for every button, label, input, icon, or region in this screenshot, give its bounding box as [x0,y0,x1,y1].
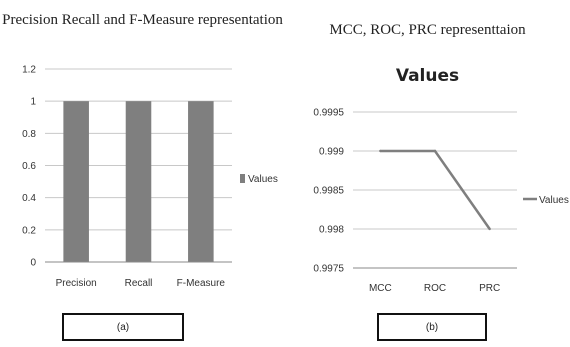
y-tick-label: 0.998 [319,225,344,236]
y-tick-label: 0.9975 [313,264,344,275]
data-point [488,227,491,231]
data-point [433,149,437,153]
bar-chart: 0 0.2 0.4 0.6 0.8 1 1.2 Precision Recall F-Measur… [22,65,278,290]
x-tick-label: F-Measure [177,278,226,289]
y-tick-label: 0.9985 [313,186,344,197]
y-tick-label: 0.6 [22,161,36,172]
bar [63,101,89,263]
data-point [379,149,382,153]
y-tick-label: 0 [30,258,36,269]
y-tick-label: 0.4 [22,193,36,204]
bar [188,101,214,263]
legend-swatch [240,174,245,183]
x-tick-label: PRC [479,283,500,294]
panel-a: Precision Recall and F-Measure represent… [2,12,283,341]
legend-label: Values [248,174,278,185]
bar [125,101,152,263]
y-tick-label: 0.999 [319,147,344,158]
x-tick-label: Recall [125,278,153,289]
y-tick-label: 0.9995 [313,108,344,119]
x-tick-label: ROC [424,283,446,294]
line-chart-title: Values [395,66,460,86]
panel-a-title: Precision Recall and F-Measure represent… [2,12,283,28]
caption-a: (a) [62,313,184,341]
y-tick-label: 0.8 [22,129,36,140]
y-tick-label: 1 [30,97,36,108]
caption-b: (b) [377,313,487,341]
y-tick-label: 0.2 [22,225,36,236]
x-tick-label: Precision [56,278,97,289]
line-chart: 0.9975 0.998 0.9985 0.999 0.9995 MCC ROC PRC Val… [313,108,569,295]
x-tick-label: MCC [369,283,392,294]
panel-b-title: MCC, ROC, PRC representtaion [329,22,526,38]
panel-b: MCC, ROC, PRC representtaion Values 0.99… [285,0,570,347]
legend-label: Values [539,195,569,206]
y-tick-label: 1.2 [22,65,36,76]
